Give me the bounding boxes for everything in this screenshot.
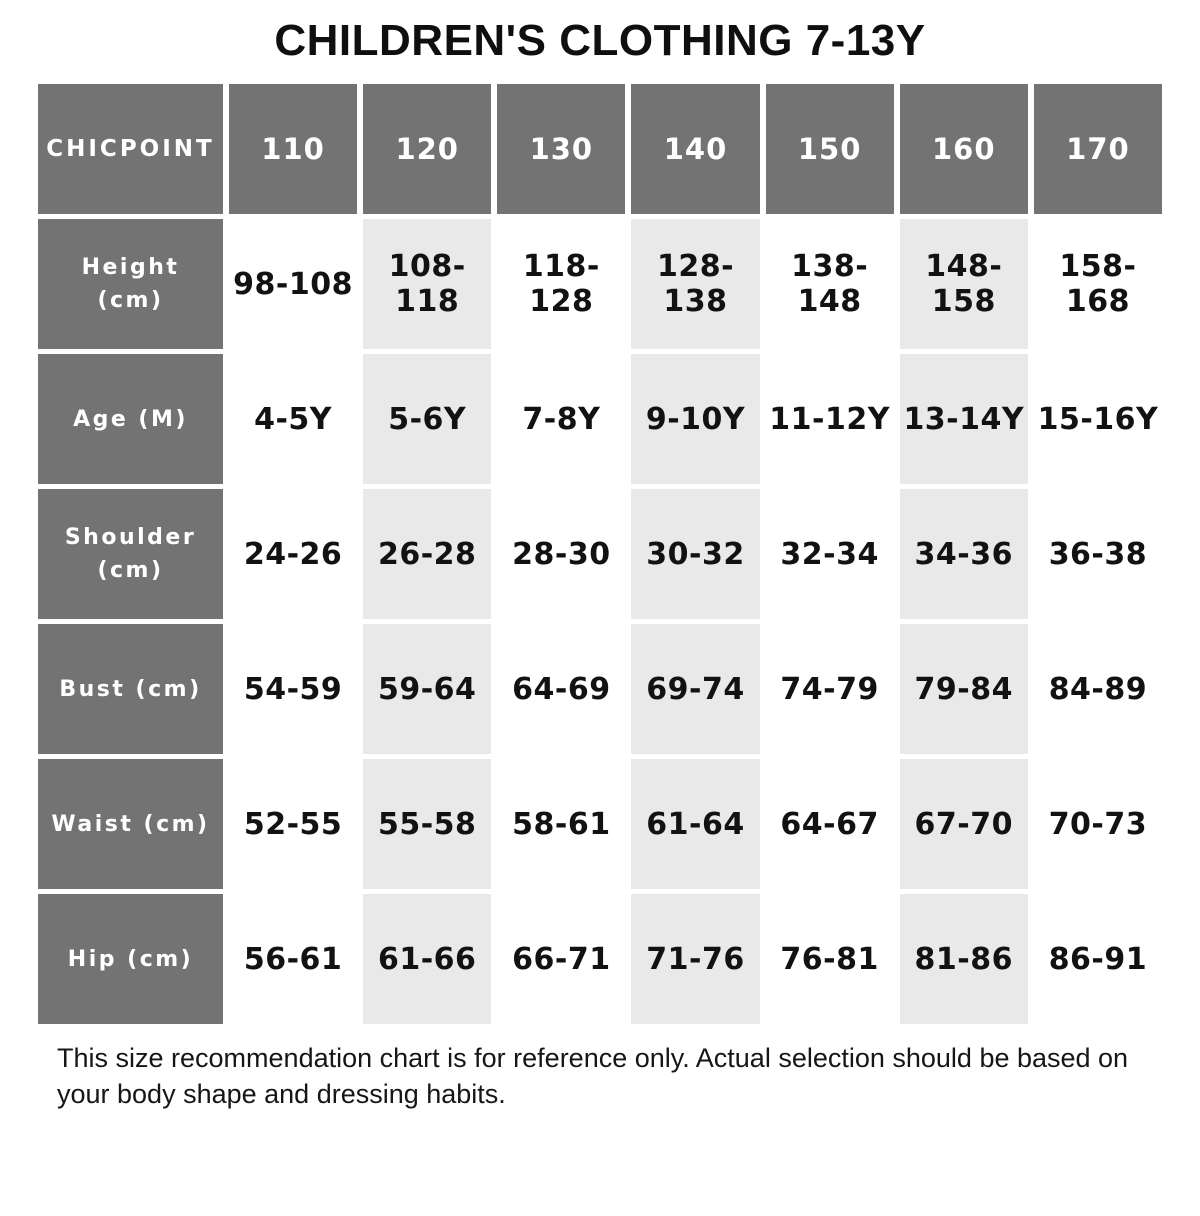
size-header-cell: 110 xyxy=(229,84,358,214)
value-cell: 79-84 xyxy=(899,624,1028,754)
footer-note: This size recommendation chart is for re… xyxy=(57,1043,1129,1110)
value-cell: 71-76 xyxy=(631,894,760,1024)
row-label-cell: Waist (cm) xyxy=(38,759,223,889)
row-label-cell: Age (M) xyxy=(38,354,223,484)
size-header-cell: 130 xyxy=(497,84,626,214)
value-cell: 81-86 xyxy=(899,894,1028,1024)
value-cell: 138-148 xyxy=(765,219,894,349)
value-cell: 58-61 xyxy=(497,759,626,889)
value-cell: 54-59 xyxy=(229,624,358,754)
value-cell: 148-158 xyxy=(899,219,1028,349)
value-cell: 4-5Y xyxy=(229,354,358,484)
size-header-cell: 170 xyxy=(1033,84,1162,214)
value-cell: 61-64 xyxy=(631,759,760,889)
row-label-cell: Bust (cm) xyxy=(38,624,223,754)
value-cell: 32-34 xyxy=(765,489,894,619)
value-cell: 66-71 xyxy=(497,894,626,1024)
brand-cell: CHICPOINT xyxy=(38,84,223,214)
value-cell: 13-14Y xyxy=(899,354,1028,484)
value-cell: 61-66 xyxy=(363,894,492,1024)
value-cell: 118-128 xyxy=(497,219,626,349)
size-header-cell: 150 xyxy=(765,84,894,214)
value-cell: 26-28 xyxy=(363,489,492,619)
value-cell: 59-64 xyxy=(363,624,492,754)
row-label-cell: Height (cm) xyxy=(38,219,223,349)
value-cell: 5-6Y xyxy=(363,354,492,484)
value-cell: 64-69 xyxy=(497,624,626,754)
value-cell: 86-91 xyxy=(1033,894,1162,1024)
value-cell: 70-73 xyxy=(1033,759,1162,889)
value-cell: 9-10Y xyxy=(631,354,760,484)
row-label-cell: Shoulder (cm) xyxy=(38,489,223,619)
value-cell: 67-70 xyxy=(899,759,1028,889)
value-cell: 84-89 xyxy=(1033,624,1162,754)
value-cell: 74-79 xyxy=(765,624,894,754)
value-cell: 30-32 xyxy=(631,489,760,619)
size-chart-table: CHICPOINT 110 120 130 140 150 160 170 Height (cm… xyxy=(38,84,1162,1024)
value-cell: 69-74 xyxy=(631,624,760,754)
value-cell: 7-8Y xyxy=(497,354,626,484)
value-cell: 76-81 xyxy=(765,894,894,1024)
value-cell: 108-118 xyxy=(363,219,492,349)
value-cell: 64-67 xyxy=(765,759,894,889)
value-cell: 52-55 xyxy=(229,759,358,889)
value-cell: 34-36 xyxy=(899,489,1028,619)
value-cell: 11-12Y xyxy=(765,354,894,484)
value-cell: 128-138 xyxy=(631,219,760,349)
size-header-cell: 120 xyxy=(363,84,492,214)
size-header-cell: 140 xyxy=(631,84,760,214)
value-cell: 158-168 xyxy=(1033,219,1162,349)
value-cell: 28-30 xyxy=(497,489,626,619)
row-label-cell: Hip (cm) xyxy=(38,894,223,1024)
value-cell: 24-26 xyxy=(229,489,358,619)
value-cell: 15-16Y xyxy=(1033,354,1162,484)
page-title: CHILDREN'S CLOTHING 7-13Y xyxy=(274,16,926,65)
value-cell: 56-61 xyxy=(229,894,358,1024)
value-cell: 55-58 xyxy=(363,759,492,889)
value-cell: 36-38 xyxy=(1033,489,1162,619)
size-header-cell: 160 xyxy=(899,84,1028,214)
value-cell: 98-108 xyxy=(229,219,358,349)
